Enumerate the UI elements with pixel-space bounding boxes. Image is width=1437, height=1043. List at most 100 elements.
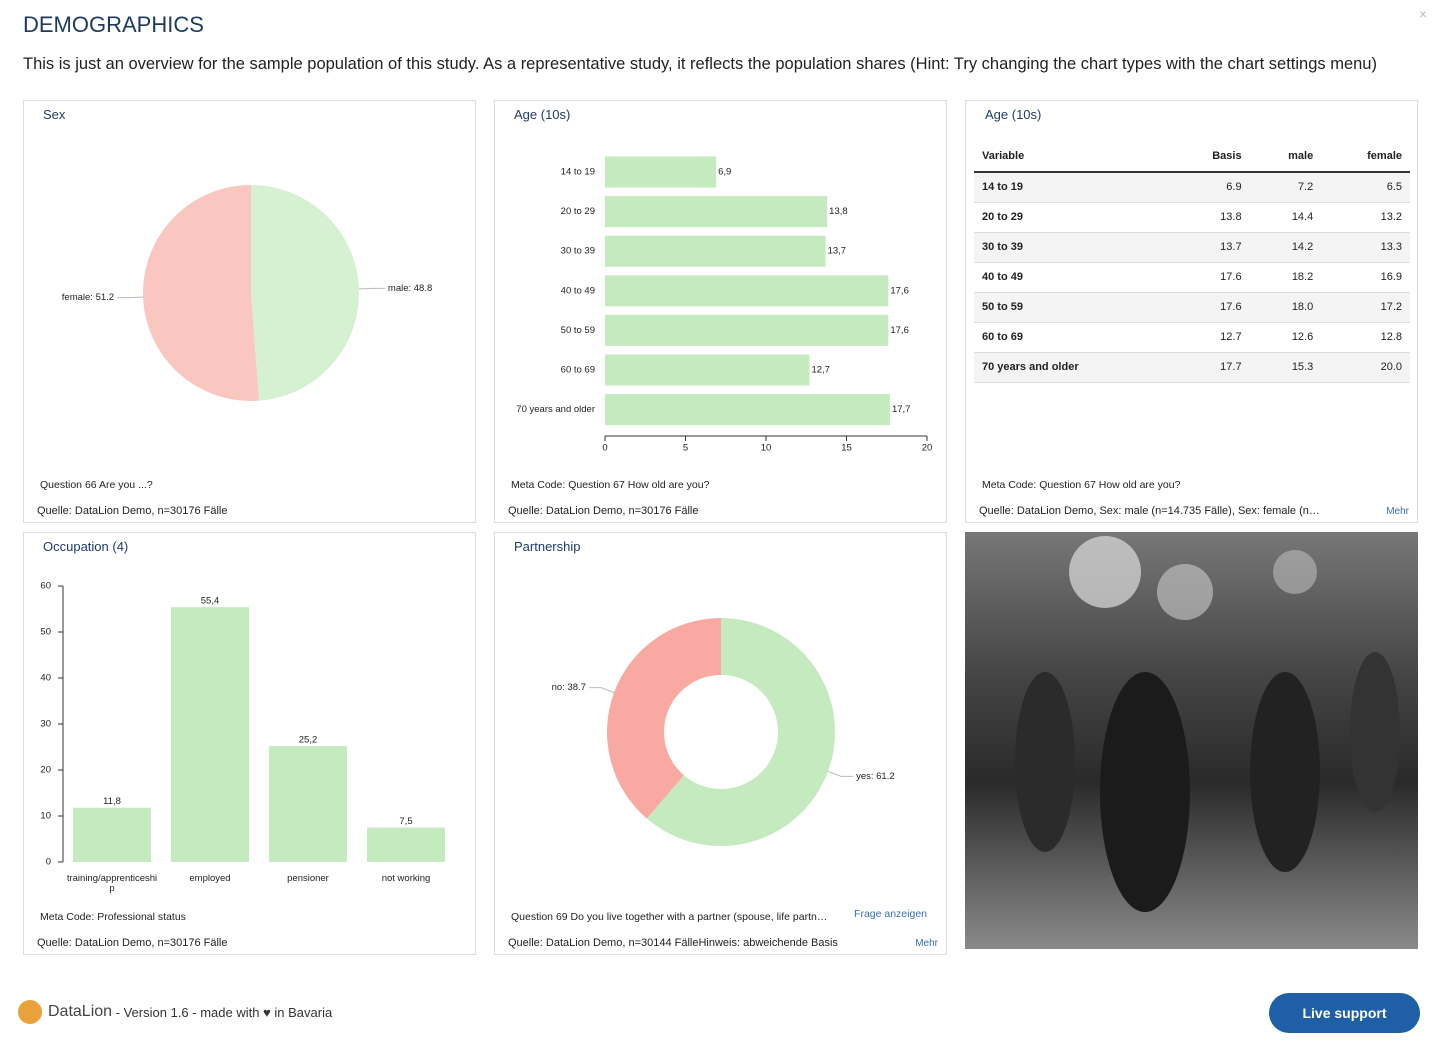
column-header: Variable [974, 143, 1171, 173]
source: Quelle: DataLion Demo, n=30176 Fälle [508, 505, 699, 517]
chart: female: 51.2 male: 48.8 [62, 185, 432, 401]
slice [143, 185, 260, 401]
y-tick-label: 70 years and older [516, 404, 595, 415]
table-cell: 15.3 [1249, 352, 1322, 383]
x-tick-label: not working [381, 873, 431, 884]
question: Meta Code: Professional status [40, 911, 186, 923]
y-tick-label: 0 [46, 857, 51, 868]
y-tick-label: 50 to 59 [561, 325, 595, 336]
table-body: 14 to 19 6.9 7.2 6.5 20 to 29 13.8 14.4 13.2 30 … [974, 172, 1410, 383]
footer: DataLion - Version 1.6 - made with ♥ in … [18, 1000, 332, 1024]
panel-title: Occupation (4) [43, 539, 129, 554]
data-label: 55,4 [201, 596, 220, 607]
x-tick-label: training/apprenticeship [66, 873, 158, 894]
data-label: no: 38.7 [552, 682, 586, 693]
question: Question 66 Are you ...? [40, 479, 153, 491]
table-panel: Age (10s) Meta Code: Question 67 How old … [965, 100, 1418, 523]
table-cell: 17.7 [1170, 352, 1250, 383]
x-tick-label: 20 [922, 443, 933, 454]
y-tick-label: 60 to 69 [561, 365, 595, 376]
bar [605, 196, 828, 228]
person [1350, 652, 1400, 812]
column-header: female [1321, 143, 1410, 173]
data-label: 7,5 [399, 816, 412, 827]
table-head: Variable Basis male female [974, 143, 1410, 173]
x-tick-label: 0 [602, 443, 607, 454]
table-cell: 30 to 39 [974, 232, 1171, 263]
table-cell: 17.6 [1170, 262, 1250, 293]
table-cell: 13.3 [1321, 232, 1410, 263]
table-cell: 6.9 [1170, 172, 1250, 203]
table-row: 20 to 29 13.8 14.4 13.2 [974, 202, 1410, 233]
decoration [1157, 564, 1213, 620]
table-cell: 50 to 59 [974, 292, 1171, 323]
question-link[interactable]: Frage anzeigen [854, 908, 927, 920]
source: Quelle: DataLion Demo, n=30144 FälleHinw… [508, 937, 838, 949]
y-tick-label: 60 [40, 581, 51, 592]
table-cell: 14 to 19 [974, 172, 1171, 203]
table-cell: 70 years and older [974, 352, 1171, 383]
panel-title: Sex [43, 107, 66, 122]
y-tick-label: 40 [40, 673, 51, 684]
chart: no: 38.7 yes: 61.2 [552, 618, 895, 846]
data-label: male: 48.8 [388, 283, 432, 294]
table-row: 14 to 19 6.9 7.2 6.5 [974, 172, 1410, 203]
table-cell: 12.7 [1170, 322, 1250, 353]
y-tick-label: 20 to 29 [561, 206, 595, 217]
chart-panel: 0 10 20 30 40 50 60 11,8 55,4 25,2 7,5 training/app… [23, 532, 476, 955]
panel-title: Age (10s) [985, 107, 1042, 122]
bar [605, 275, 889, 307]
table-row: 30 to 39 13.7 14.2 13.3 [974, 232, 1410, 263]
leader-line [358, 287, 385, 290]
close-button[interactable]: × [1418, 6, 1427, 22]
street-photo [965, 532, 1418, 949]
intro-text: This is just an overview for the sample … [23, 55, 1377, 73]
leader-line [827, 771, 854, 777]
table-cell: 17.6 [1170, 292, 1250, 323]
source: Quelle: DataLion Demo, Sex: male (n=14.7… [979, 505, 1320, 517]
data-table: Variable Basis male female 14 to 19 6.9 7.2 6.5… [974, 143, 1410, 383]
data-label: 12,7 [811, 365, 830, 376]
more-link[interactable]: Mehr [915, 938, 938, 949]
table-row: 40 to 49 17.6 18.2 16.9 [974, 262, 1410, 293]
x-tick-label: employed [189, 873, 231, 884]
data-label: yes: 61.2 [856, 771, 895, 782]
table-cell: 60 to 69 [974, 322, 1171, 353]
x-tick-label: 15 [841, 443, 852, 454]
data-label: 17,7 [892, 404, 911, 415]
y-tick-label: 20 [40, 765, 51, 776]
table-row: 70 years and older 17.7 15.3 20.0 [974, 352, 1410, 383]
data-label: 11,8 [103, 796, 121, 807]
bar [605, 394, 890, 426]
table-cell: 16.9 [1321, 262, 1410, 293]
y-tick-label: 30 [40, 719, 51, 730]
slice [251, 185, 360, 401]
bar [605, 354, 810, 386]
x-tick-label: 10 [761, 443, 772, 454]
leader-line [117, 296, 144, 299]
bar [605, 314, 889, 346]
data-label: 25,2 [299, 735, 318, 746]
bar [171, 607, 249, 862]
table-cell: 12.8 [1321, 322, 1410, 353]
table-cell: 18.0 [1249, 292, 1322, 323]
table-cell: 7.2 [1249, 172, 1322, 203]
data-label: 17,6 [890, 325, 909, 336]
live-support-button[interactable]: Live support [1269, 993, 1420, 1033]
bar [367, 827, 445, 862]
y-tick-label: 14 to 19 [561, 167, 595, 178]
y-tick-label: 10 [40, 811, 51, 822]
photo-shapes [1015, 536, 1400, 912]
table-cell: 18.2 [1249, 262, 1322, 293]
panel-title: Partnership [514, 539, 581, 554]
decoration [1273, 550, 1317, 594]
table-cell: 13.8 [1170, 202, 1250, 233]
data-label: 6,9 [718, 167, 731, 178]
more-link[interactable]: Mehr [1386, 506, 1409, 517]
y-tick-label: 30 to 39 [561, 246, 595, 257]
bar [605, 235, 826, 267]
table-cell: 12.6 [1249, 322, 1322, 353]
data-label: 17,6 [890, 285, 909, 296]
